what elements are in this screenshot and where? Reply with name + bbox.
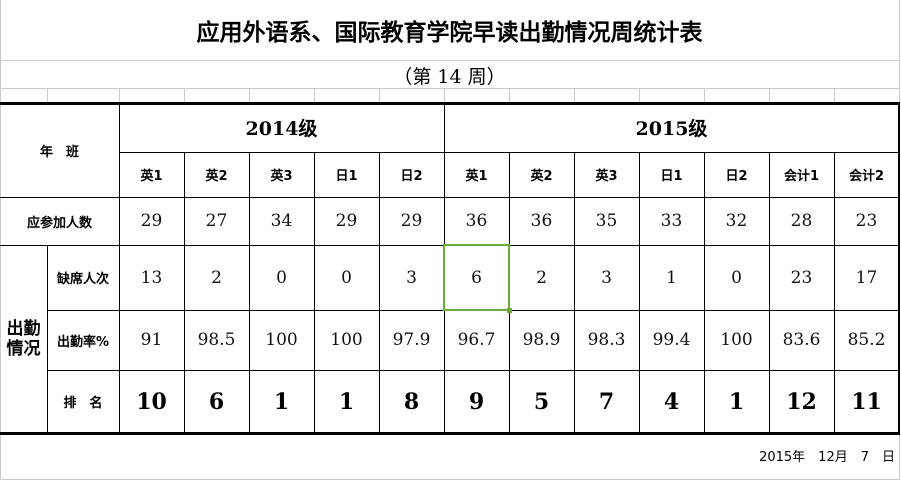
class-header: 英3: [249, 152, 315, 198]
rate-cell[interactable]: 100: [249, 310, 315, 371]
expected-cell[interactable]: 23: [834, 197, 900, 246]
class-header: 日2: [704, 152, 770, 198]
rank-cell[interactable]: 8: [379, 370, 445, 434]
row-label-rate: 出勤率%: [47, 310, 120, 371]
week-label: （第 14 周）: [393, 65, 506, 88]
gridline: [0, 88, 900, 89]
rank-cell[interactable]: 1: [249, 370, 315, 434]
gridline: [119, 89, 120, 103]
rate-cell[interactable]: 98.9: [509, 310, 575, 371]
fill-handle[interactable]: [507, 308, 512, 313]
rate-cell[interactable]: 98.3: [574, 310, 640, 371]
gridline: [184, 89, 185, 103]
footer-date: 2015年 12月 7 日: [759, 450, 895, 465]
expected-cell[interactable]: 27: [184, 197, 250, 246]
gridline: [314, 89, 315, 103]
expected-cell[interactable]: 36: [444, 197, 510, 246]
absent-cell[interactable]: 17: [834, 245, 900, 311]
rank-cell[interactable]: 4: [639, 370, 705, 434]
expected-cell[interactable]: 29: [379, 197, 445, 246]
expected-cell[interactable]: 33: [639, 197, 705, 246]
rate-cell[interactable]: 100: [314, 310, 380, 371]
rate-cell[interactable]: 83.6: [769, 310, 835, 371]
class-header: 日2: [379, 152, 445, 198]
sheet-title: 应用外语系、国际教育学院早读出勤情况周统计表: [196, 20, 703, 46]
absent-cell[interactable]: 13: [119, 245, 185, 311]
absent-cell[interactable]: 0: [704, 245, 770, 311]
absent-cell[interactable]: 0: [249, 245, 315, 311]
expected-cell[interactable]: 29: [314, 197, 380, 246]
gridline: [379, 89, 380, 103]
absent-cell[interactable]: 3: [379, 245, 445, 311]
gridline: [47, 89, 48, 103]
expected-cell[interactable]: 29: [119, 197, 185, 246]
rank-cell[interactable]: 11: [834, 370, 900, 434]
absent-cell[interactable]: 2: [184, 245, 250, 311]
row-label-expected: 应参加人数: [0, 197, 120, 246]
gridline: [834, 89, 835, 103]
rank-cell[interactable]: 6: [184, 370, 250, 434]
gridline: [249, 89, 250, 103]
gridline: [0, 60, 900, 61]
class-header: 英2: [184, 152, 250, 198]
gridline: [704, 89, 705, 103]
absent-cell[interactable]: 6: [444, 245, 510, 311]
row-label-rank: 排 名: [47, 370, 120, 434]
expected-cell[interactable]: 34: [249, 197, 315, 246]
rate-cell[interactable]: 98.5: [184, 310, 250, 371]
rank-cell[interactable]: 7: [574, 370, 640, 434]
row-label-absent: 缺席人次: [47, 245, 120, 311]
gridline: [639, 89, 640, 103]
class-header: 日1: [314, 152, 380, 198]
rate-cell[interactable]: 96.7: [444, 310, 510, 371]
expected-cell[interactable]: 32: [704, 197, 770, 246]
row-group-attendance: 出勤情况: [0, 245, 48, 434]
rate-cell[interactable]: 100: [704, 310, 770, 371]
rate-cell[interactable]: 99.4: [639, 310, 705, 371]
gridline: [574, 89, 575, 103]
class-header: 会计1: [769, 152, 835, 198]
class-header: 英2: [509, 152, 575, 198]
rank-cell[interactable]: 1: [704, 370, 770, 434]
grade-2015-header: 2015级: [444, 103, 900, 153]
class-header: 英3: [574, 152, 640, 198]
rank-cell[interactable]: 12: [769, 370, 835, 434]
rank-cell[interactable]: 5: [509, 370, 575, 434]
gridline: [444, 89, 445, 103]
rate-cell[interactable]: 91: [119, 310, 185, 371]
rank-cell[interactable]: 1: [314, 370, 380, 434]
absent-cell[interactable]: 2: [509, 245, 575, 311]
grade-2014-header: 2014级: [119, 103, 445, 153]
expected-cell[interactable]: 35: [574, 197, 640, 246]
gridline: [769, 89, 770, 103]
rank-cell[interactable]: 10: [119, 370, 185, 434]
class-header: 日1: [639, 152, 705, 198]
grade-class-header: 年 班: [0, 103, 120, 198]
absent-cell[interactable]: 1: [639, 245, 705, 311]
expected-cell[interactable]: 36: [509, 197, 575, 246]
rate-cell[interactable]: 85.2: [834, 310, 900, 371]
rate-cell[interactable]: 97.9: [379, 310, 445, 371]
rank-cell[interactable]: 9: [444, 370, 510, 434]
class-header: 英1: [119, 152, 185, 198]
absent-cell[interactable]: 0: [314, 245, 380, 311]
table-top-border: [0, 102, 900, 105]
class-header: 会计2: [834, 152, 900, 198]
gridline: [0, 0, 1, 480]
expected-cell[interactable]: 28: [769, 197, 835, 246]
absent-cell[interactable]: 3: [574, 245, 640, 311]
absent-cell[interactable]: 23: [769, 245, 835, 311]
class-header: 英1: [444, 152, 510, 198]
gridline: [509, 89, 510, 103]
